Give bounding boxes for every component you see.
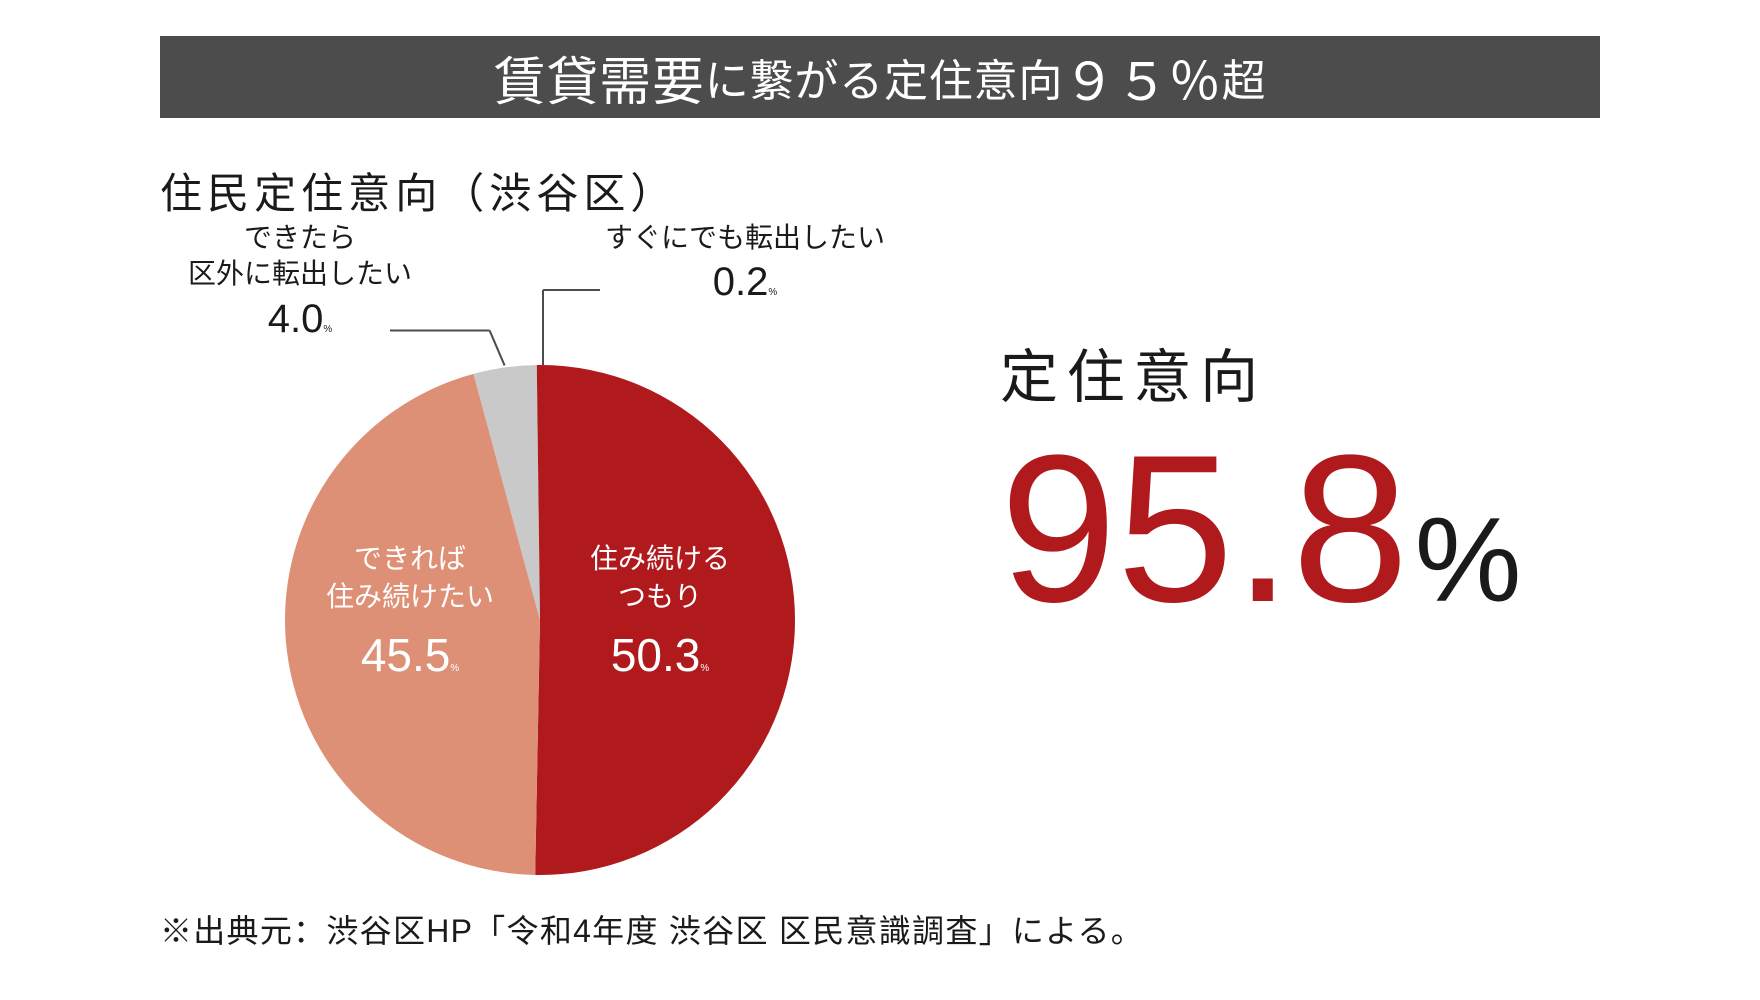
slice-label-stay: 住み続ける つもり 50.3% [550,540,770,686]
headline-unit: % [1415,493,1522,627]
slice-prefer-stay-value: 45.5% [300,624,520,686]
slice-stay-value: 50.3% [550,624,770,686]
slice-label-prefer-stay: できれば 住み続けたい 45.5% [300,540,520,686]
callout-prefer-leave: できたら 区外に転出したい 4.0% [150,220,450,345]
slice-stay-line2: つもり [550,578,770,616]
headline-value: 95.8% [1000,424,1700,634]
title-seg-1: に繋がる定住意向 [705,45,1063,109]
callout-leave-now: すぐにでも転出したい 0.2% [575,220,915,308]
callout-prefer-leave-line1: できたら [150,220,450,256]
callout-prefer-leave-value: 4.0% [150,293,450,345]
headline-label: 定住意向 [1000,330,1700,414]
pie-chart: できたら 区外に転出したい 4.0% すぐにでも転出したい 0.2% 住み続ける… [130,230,950,910]
subtitle: 住民定住意向（渋谷区） [160,160,677,221]
slice-prefer-stay-line2: 住み続けたい [300,578,520,616]
headline: 定住意向 95.8% [1000,330,1700,634]
callout-prefer-leave-line2: 区外に転出したい [150,256,450,292]
slice-stay-line1: 住み続ける [550,540,770,578]
slice-prefer-stay-line1: できれば [300,540,520,578]
title-seg-2: ９５％ [1063,40,1221,115]
callout-leave-now-line1: すぐにでも転出したい [575,220,915,256]
callout-leave-now-value: 0.2% [575,256,915,308]
title-seg-0: 賃貸需要 [494,40,705,115]
title-bar: 賃貸需要 に繋がる定住意向 ９５％ 超 [160,36,1600,118]
source-note: ※出典元：渋谷区HP「令和4年度 渋谷区 区民意識調査」による。 [160,906,1144,952]
headline-number: 95.8 [1000,411,1409,646]
title-seg-3: 超 [1222,45,1267,109]
